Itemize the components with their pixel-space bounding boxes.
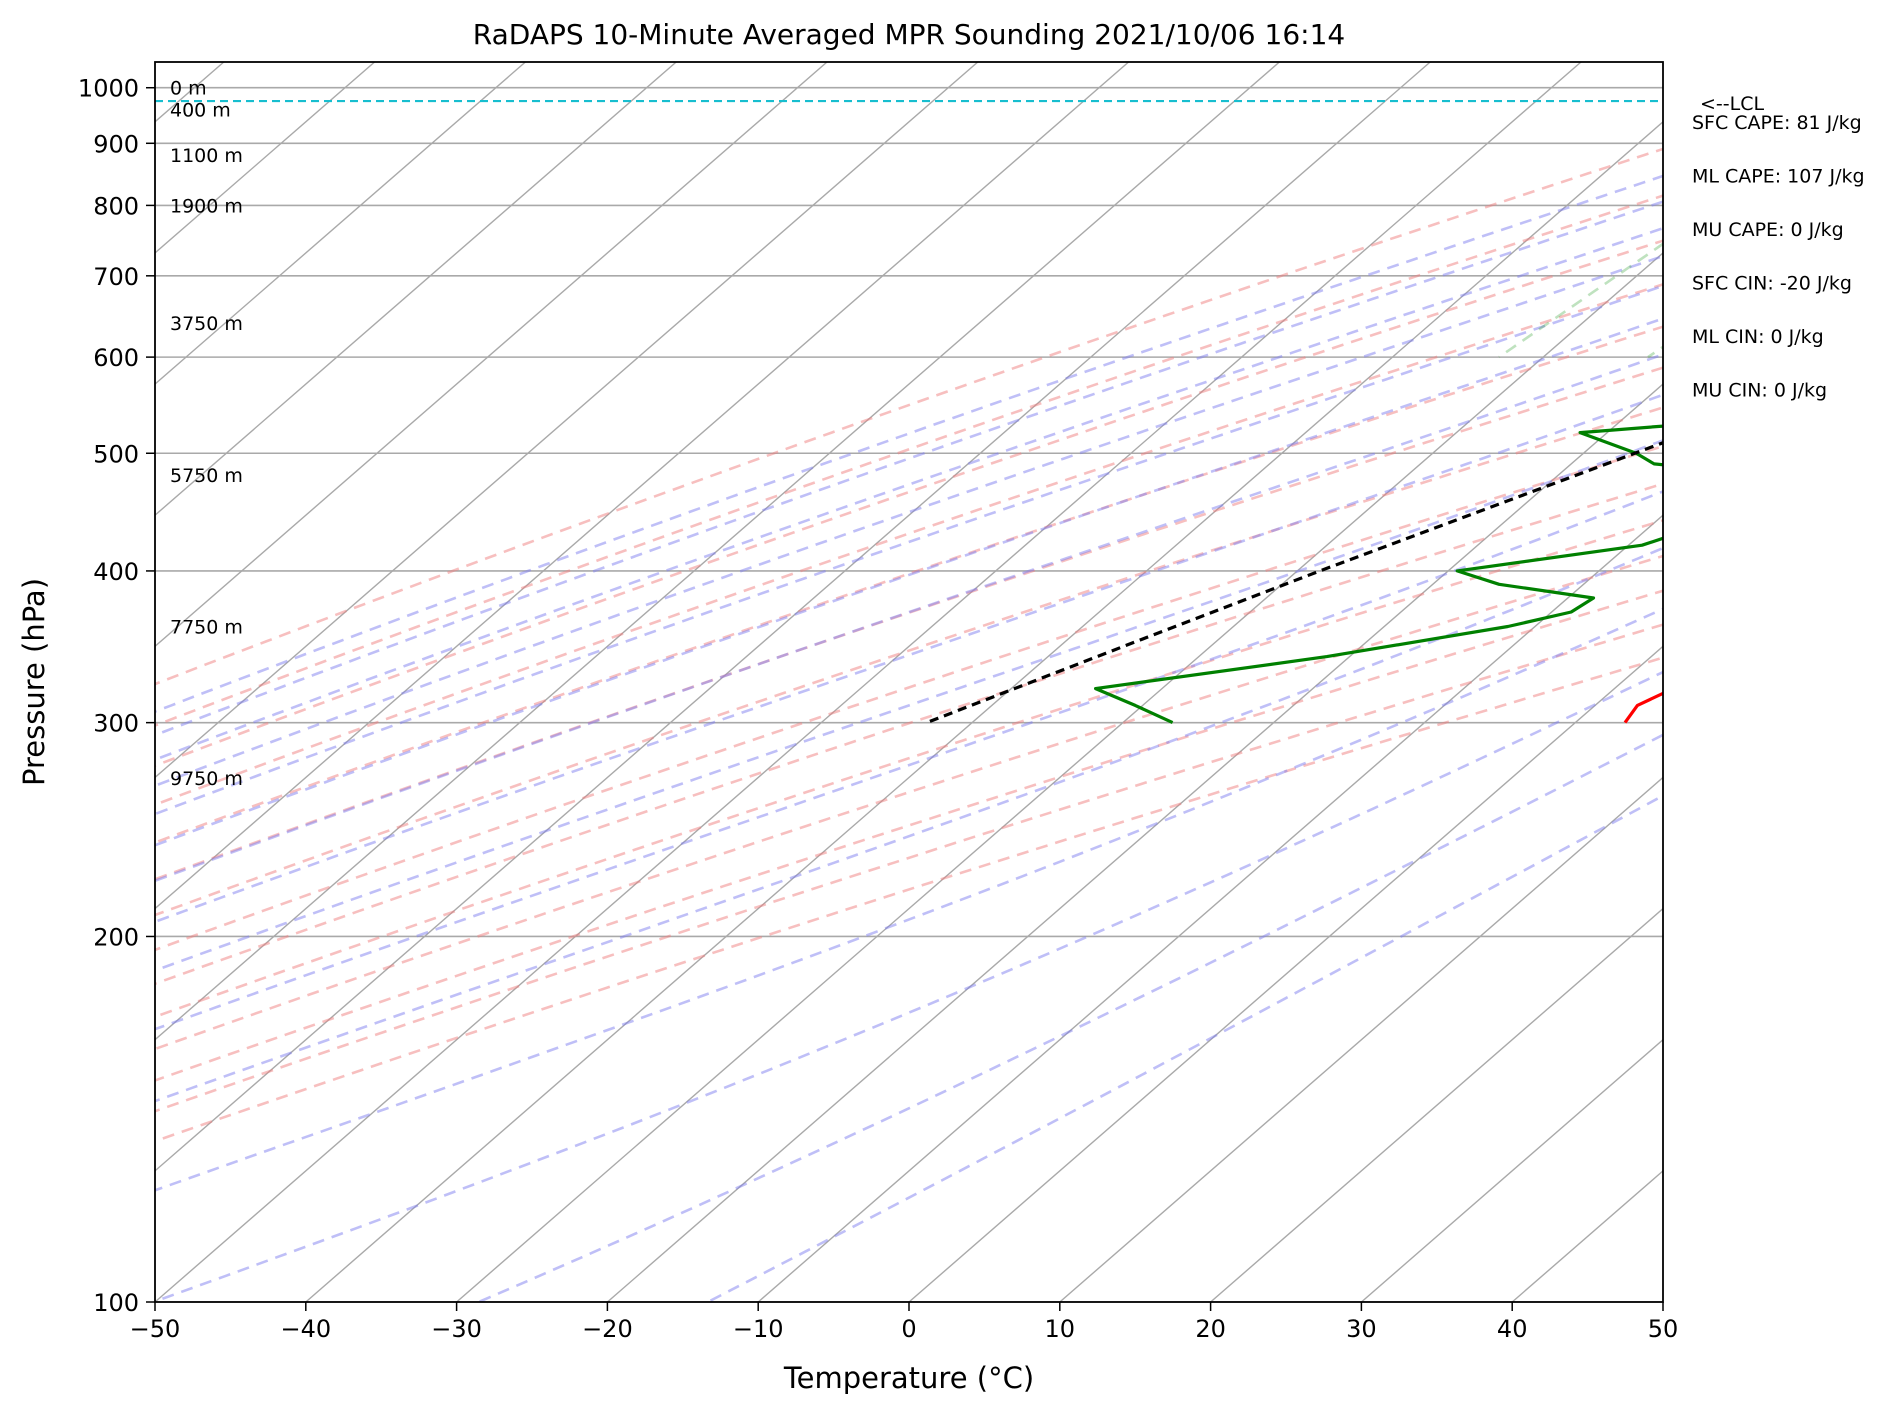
isotherm-line bbox=[757, 514, 1663, 1302]
isotherm-line bbox=[305, 120, 1663, 1302]
dry-adiabat-line bbox=[155, 656, 1663, 1143]
isotherm-line bbox=[155, 62, 526, 386]
x-tick-label: −20 bbox=[582, 1315, 633, 1343]
y-tick-label: 800 bbox=[93, 192, 139, 220]
moist-adiabat-line bbox=[155, 607, 1663, 1192]
height-label: 1100 m bbox=[170, 145, 243, 167]
isotherm-line bbox=[908, 645, 1663, 1302]
height-label: 9750 m bbox=[170, 768, 243, 790]
isotherm-line bbox=[1210, 907, 1663, 1302]
isotherm-line bbox=[155, 62, 979, 779]
background-lines bbox=[155, 62, 1900, 1302]
isotherm-line bbox=[606, 383, 1663, 1302]
isotherm-line bbox=[155, 62, 376, 254]
dry-adiabat-line bbox=[155, 519, 1663, 1019]
moist-adiabat-line bbox=[155, 254, 1663, 788]
x-tick-label: −10 bbox=[733, 1315, 784, 1343]
y-tick-label: 300 bbox=[93, 710, 139, 738]
isotherm-line bbox=[155, 62, 1431, 1172]
height-label: 3750 m bbox=[170, 313, 243, 335]
tick-layer: −50 −40 −30 −20 −10 0 10 20 30 40 50 100 200 300 400 50… bbox=[78, 75, 1678, 1343]
moist-adiabat-line bbox=[155, 670, 1663, 1302]
height-label: 0 m bbox=[170, 78, 207, 100]
height-label: 7750 m bbox=[170, 616, 243, 638]
moist-adiabat-line bbox=[155, 317, 1663, 847]
stat-annotation: ML CIN: 0 J/kg bbox=[1692, 326, 1824, 348]
mixing-ratio-line bbox=[1498, 242, 1663, 359]
dry-adiabat-line bbox=[155, 406, 1663, 917]
isotherm-line bbox=[155, 62, 1130, 910]
moist-adiabat-line bbox=[155, 284, 1663, 816]
isotherm-line bbox=[1059, 776, 1663, 1302]
y-tick-label: 600 bbox=[93, 344, 139, 372]
moist-adiabat-line bbox=[155, 174, 1663, 714]
isotherm-line bbox=[1662, 1301, 1663, 1302]
isotherm-line bbox=[456, 252, 1663, 1302]
stat-annotation: SFC CIN: -20 J/kg bbox=[1692, 273, 1852, 295]
mixing-ratio-line bbox=[1770, 62, 1900, 357]
dry-adiabat-line bbox=[155, 239, 1663, 768]
stat-annotation: MU CIN: 0 J/kg bbox=[1692, 380, 1827, 402]
chart-title: RaDAPS 10-Minute Averaged MPR Sounding 2… bbox=[473, 18, 1345, 51]
dry-adiabat-line bbox=[155, 554, 1663, 1051]
y-tick-label: 1000 bbox=[78, 75, 139, 103]
x-tick-label: 50 bbox=[1648, 1315, 1679, 1343]
height-label: 5750 m bbox=[170, 465, 243, 487]
isotherm-line bbox=[155, 62, 1582, 1302]
x-tick-label: 40 bbox=[1497, 1315, 1528, 1343]
height-label: 1900 m bbox=[170, 195, 243, 217]
stat-annotation: MU CAPE: 0 J/kg bbox=[1692, 219, 1844, 241]
isotherm-line bbox=[155, 62, 1280, 1041]
mixing-ratio-line bbox=[1846, 62, 1900, 357]
moist-adiabat-line bbox=[155, 490, 1663, 1031]
dry-adiabat-line bbox=[155, 589, 1663, 1082]
dry-adiabat-line bbox=[155, 444, 1663, 952]
moist-adiabat-line bbox=[155, 393, 1663, 924]
plot-frame bbox=[154, 61, 1664, 1303]
x-tick-label: −40 bbox=[280, 1315, 331, 1343]
height-label: 400 m bbox=[170, 99, 231, 121]
mixing-ratio-line bbox=[1647, 345, 1663, 359]
dry-adiabat-line bbox=[155, 194, 1663, 727]
x-axis-label: Temperature (°C) bbox=[783, 1361, 1034, 1395]
dry-adiabat-line bbox=[155, 283, 1663, 807]
y-tick-label: 700 bbox=[93, 263, 139, 291]
x-tick-label: −50 bbox=[130, 1315, 181, 1343]
y-tick-label: 400 bbox=[93, 558, 139, 586]
y-tick-label: 200 bbox=[93, 923, 139, 951]
moist-adiabat-line bbox=[155, 353, 1663, 883]
dry-adiabat-line bbox=[155, 623, 1663, 1113]
lcl-label: <--LCL bbox=[1700, 93, 1764, 115]
dry-adiabat-line bbox=[155, 325, 1663, 844]
x-tick-label: 20 bbox=[1195, 1315, 1226, 1343]
x-tick-label: 30 bbox=[1346, 1315, 1377, 1343]
y-tick-label: 900 bbox=[93, 130, 139, 158]
moist-adiabat-line bbox=[707, 794, 1663, 1302]
moist-adiabat-line bbox=[155, 438, 1663, 972]
dry-adiabat-line bbox=[155, 482, 1663, 986]
x-tick-label: 10 bbox=[1045, 1315, 1076, 1343]
stat-annotation: SFC CAPE: 81 J/kg bbox=[1692, 112, 1862, 134]
y-axis-label: Pressure (hPa) bbox=[17, 578, 51, 786]
isotherm-line bbox=[155, 62, 828, 648]
x-tick-label: −30 bbox=[431, 1315, 482, 1343]
isotherm-line bbox=[1511, 1169, 1663, 1302]
moist-adiabat-line bbox=[155, 200, 1663, 737]
moist-adiabat-line bbox=[478, 733, 1663, 1302]
y-tick-label: 100 bbox=[93, 1289, 139, 1317]
dry-adiabat-line bbox=[155, 366, 1663, 881]
moist-adiabat-line bbox=[155, 546, 1663, 1103]
dry-adiabat-line bbox=[155, 147, 1663, 686]
series-line-2 bbox=[1094, 424, 1663, 725]
isotherm-line bbox=[1360, 1038, 1663, 1302]
series-layer bbox=[155, 99, 1663, 725]
isotherm-line bbox=[155, 62, 677, 517]
y-tick-label: 500 bbox=[93, 440, 139, 468]
stat-annotation: ML CAPE: 107 J/kg bbox=[1692, 166, 1865, 188]
x-tick-label: 0 bbox=[901, 1315, 916, 1343]
moist-adiabat-line bbox=[155, 226, 1663, 762]
